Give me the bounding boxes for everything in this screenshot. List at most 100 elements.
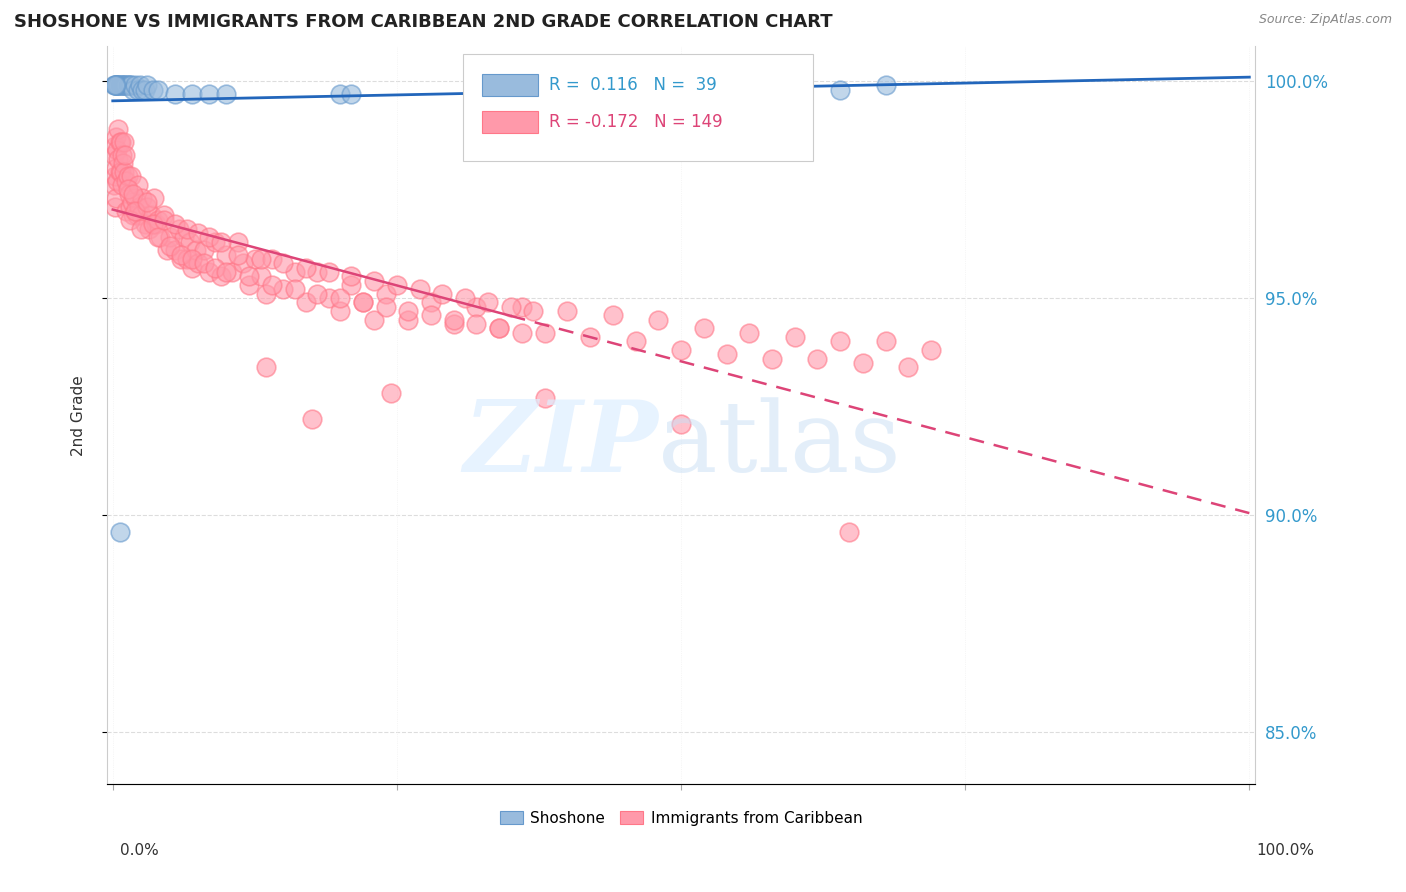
- Point: [396, 304, 419, 318]
- Point: [165, 244, 187, 258]
- Point: [193, 256, 215, 270]
- Point: [135, 78, 157, 93]
- Point: [104, 139, 127, 153]
- Point: [170, 247, 193, 261]
- Point: [363, 274, 385, 288]
- Point: [193, 244, 215, 258]
- Point: [156, 244, 179, 258]
- Point: [761, 351, 783, 366]
- Text: 0.0%: 0.0%: [120, 843, 159, 858]
- Point: [141, 217, 163, 231]
- Point: [806, 351, 828, 366]
- Point: [215, 265, 238, 279]
- Point: [340, 277, 363, 292]
- Point: [624, 334, 647, 349]
- Point: [204, 260, 226, 275]
- Point: [318, 265, 340, 279]
- Point: [108, 165, 131, 179]
- Point: [145, 217, 167, 231]
- Point: [184, 244, 207, 258]
- Point: [198, 87, 221, 101]
- Point: [488, 321, 510, 335]
- Point: [432, 286, 454, 301]
- Point: [173, 230, 195, 244]
- Point: [129, 209, 152, 223]
- Point: [209, 235, 232, 249]
- Point: [488, 87, 510, 101]
- FancyBboxPatch shape: [463, 54, 813, 161]
- Point: [103, 78, 125, 93]
- Point: [352, 295, 374, 310]
- Point: [380, 386, 402, 401]
- Text: Source: ZipAtlas.com: Source: ZipAtlas.com: [1258, 13, 1392, 27]
- Point: [107, 152, 129, 166]
- Point: [108, 135, 131, 149]
- Point: [226, 235, 249, 249]
- Point: [110, 78, 132, 93]
- Point: [105, 161, 128, 175]
- Point: [352, 295, 374, 310]
- Point: [295, 295, 318, 310]
- Point: [118, 200, 141, 214]
- Point: [118, 212, 141, 227]
- Point: [148, 82, 170, 96]
- Point: [115, 78, 138, 93]
- Point: [232, 256, 254, 270]
- Point: [875, 334, 897, 349]
- Point: [396, 312, 419, 326]
- Point: [117, 182, 139, 196]
- Point: [669, 343, 692, 357]
- Point: [602, 308, 624, 322]
- Point: [510, 326, 533, 340]
- Point: [499, 300, 522, 314]
- Point: [148, 212, 170, 227]
- Point: [329, 87, 352, 101]
- Point: [693, 321, 716, 335]
- Point: [118, 186, 141, 201]
- Point: [159, 239, 181, 253]
- Point: [170, 252, 193, 266]
- Point: [165, 87, 187, 101]
- Point: [105, 191, 128, 205]
- Point: [477, 295, 499, 310]
- Point: [226, 247, 249, 261]
- Point: [510, 300, 533, 314]
- Point: [115, 204, 138, 219]
- Point: [104, 169, 127, 184]
- Point: [148, 230, 170, 244]
- Point: [105, 144, 128, 158]
- FancyBboxPatch shape: [482, 74, 537, 96]
- Point: [108, 525, 131, 540]
- Point: [131, 82, 153, 96]
- Point: [454, 291, 477, 305]
- Point: [198, 230, 221, 244]
- Point: [254, 360, 277, 375]
- Point: [363, 312, 385, 326]
- Point: [181, 87, 204, 101]
- Point: [340, 269, 363, 284]
- Point: [165, 217, 187, 231]
- Legend: Shoshone, Immigrants from Caribbean: Shoshone, Immigrants from Caribbean: [494, 805, 869, 831]
- Point: [111, 78, 134, 93]
- Point: [579, 330, 602, 344]
- Point: [533, 326, 555, 340]
- Point: [408, 282, 430, 296]
- Point: [187, 256, 209, 270]
- Point: [920, 343, 942, 357]
- Point: [114, 78, 136, 93]
- Point: [122, 209, 145, 223]
- Point: [443, 312, 465, 326]
- Point: [260, 277, 283, 292]
- Point: [138, 221, 160, 235]
- Point: [141, 82, 163, 96]
- Point: [105, 78, 128, 93]
- Point: [838, 525, 860, 540]
- Point: [295, 260, 318, 275]
- Point: [149, 230, 172, 244]
- Point: [897, 360, 920, 375]
- Point: [124, 78, 146, 93]
- Point: [121, 195, 143, 210]
- Point: [114, 147, 136, 161]
- Point: [112, 165, 135, 179]
- Point: [112, 135, 135, 149]
